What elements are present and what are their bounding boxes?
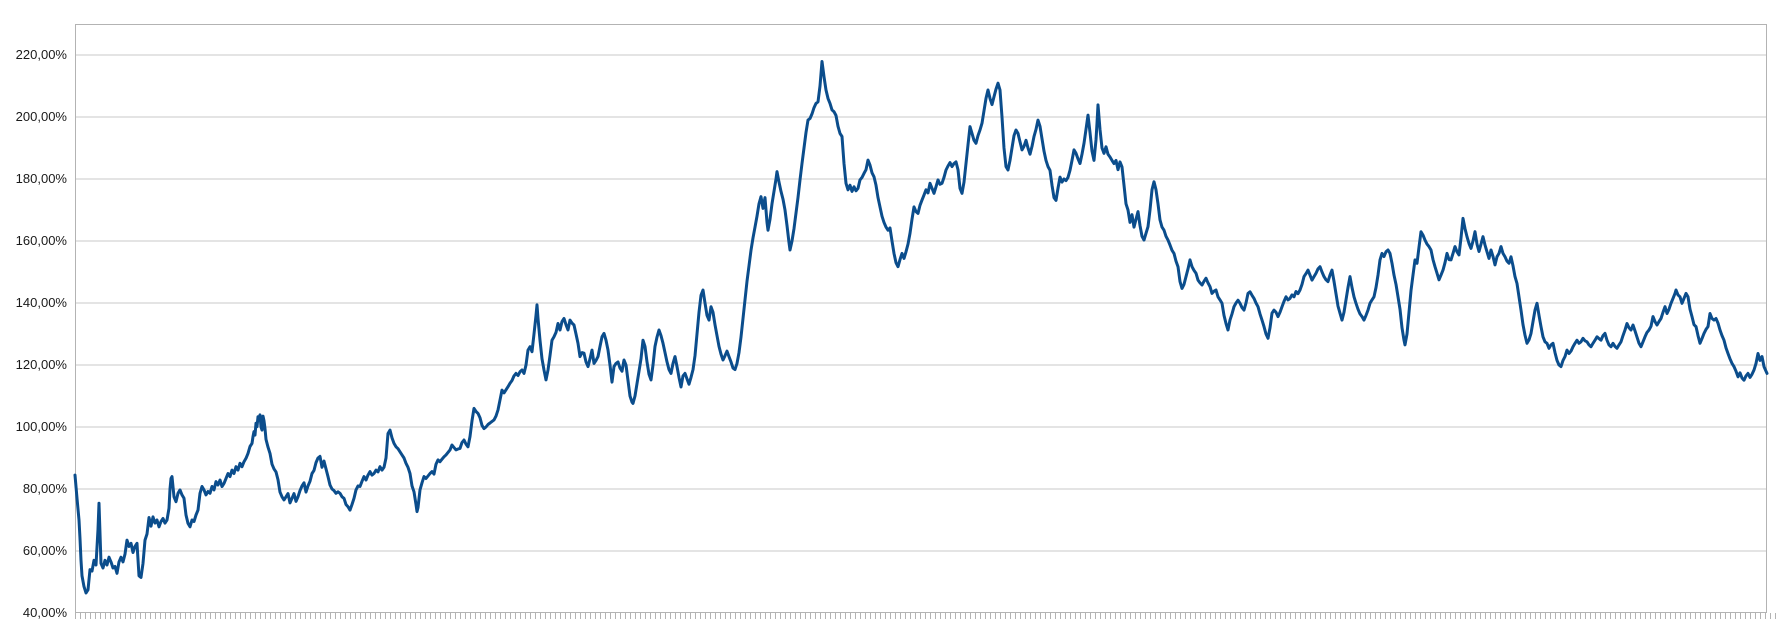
- y-axis-tick-label: 40,00%: [22, 605, 67, 620]
- horizontal-gridlines: [75, 54, 1767, 552]
- y-axis-tick-label: 120,00%: [15, 357, 67, 372]
- y-axis-tick-label: 220,00%: [15, 47, 67, 62]
- y-axis-tick-label: 100,00%: [15, 419, 67, 434]
- plot-area-border: [75, 24, 1767, 613]
- y-axis-tick-label: 180,00%: [15, 171, 67, 186]
- y-axis-tick-label: 140,00%: [15, 295, 67, 310]
- y-axis-tick-label: 160,00%: [15, 233, 67, 248]
- y-axis-tick-label: 80,00%: [22, 481, 67, 496]
- x-axis-ticks: [75, 613, 1776, 619]
- y-axis-tick-label: 200,00%: [15, 109, 67, 124]
- data-series-line: [73, 60, 1769, 595]
- y-axis-tick-label: 60,00%: [22, 543, 67, 558]
